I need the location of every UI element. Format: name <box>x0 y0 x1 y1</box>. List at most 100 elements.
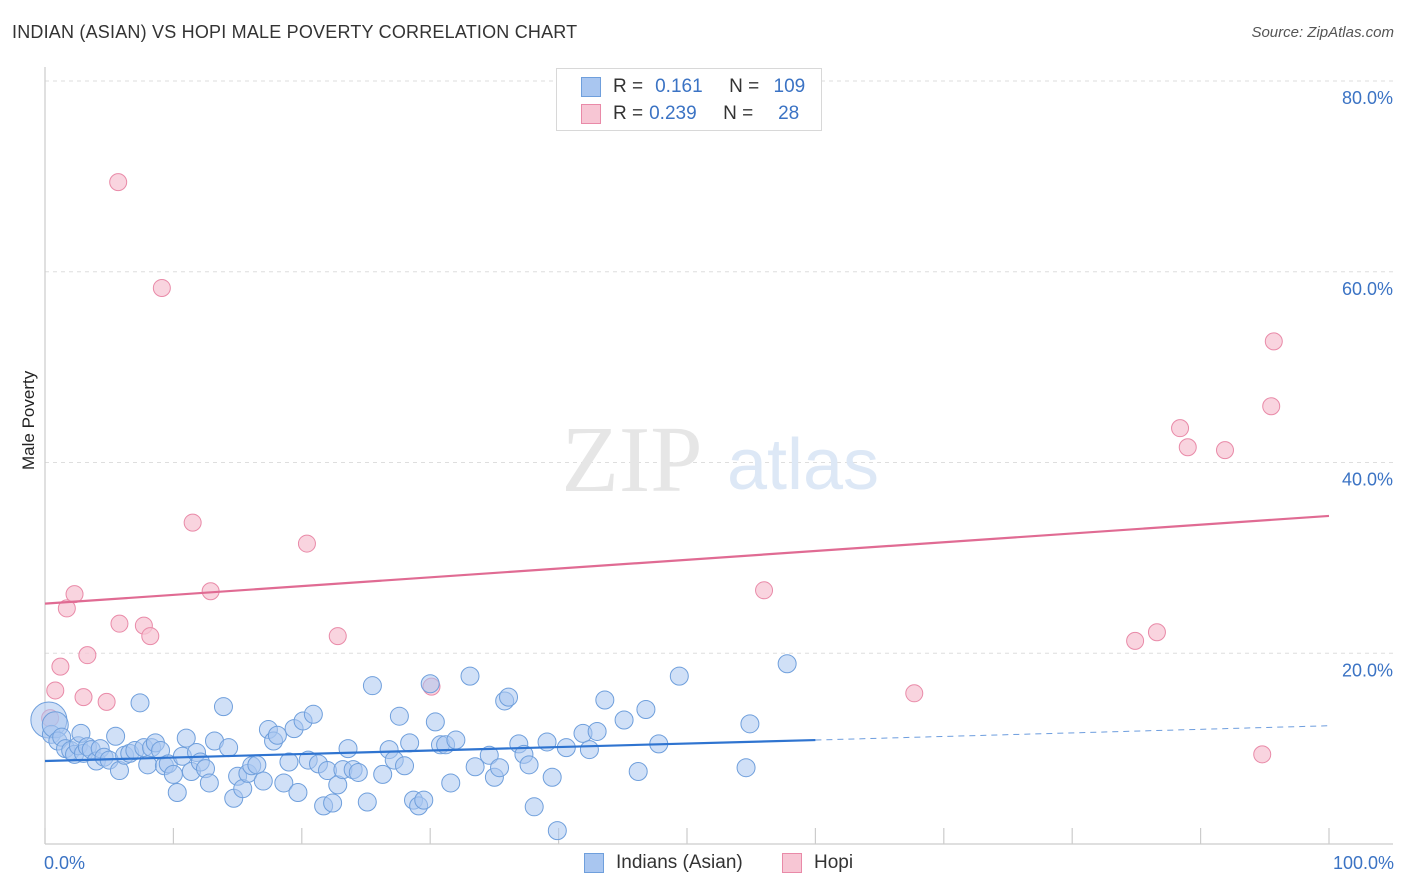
indians-asian-point <box>106 726 126 746</box>
indians-asian-point <box>524 797 544 817</box>
legend-row-hopi: R = 0.239 N = 28 <box>581 102 799 126</box>
legend-n-label: N = <box>729 76 760 97</box>
indians-asian-point <box>176 728 196 748</box>
hopi-point <box>97 692 116 711</box>
indians-asian-point <box>219 738 239 758</box>
hopi-point <box>1215 441 1234 460</box>
indians-asian-point <box>465 757 485 777</box>
indians-asian-point <box>446 730 466 750</box>
indians-asian-point <box>167 782 187 802</box>
indians-asian-point <box>542 767 562 787</box>
indians-asian-point <box>425 712 445 732</box>
y-tick-label: 40.0% <box>1342 470 1393 490</box>
y-tick-label: 60.0% <box>1342 279 1393 299</box>
indians-asian-point <box>579 740 599 760</box>
hopi-point <box>141 627 160 646</box>
hopi-point <box>74 688 93 707</box>
indians-asian-point <box>357 792 377 812</box>
indians-asian-trend-extension <box>815 725 1330 741</box>
legend-n-value: 109 <box>773 76 806 97</box>
indians-asian-point <box>547 821 567 841</box>
indians-asian-point <box>414 790 434 810</box>
indians-asian-point <box>736 758 756 778</box>
hopi-point <box>109 173 128 192</box>
legend-item-hopi: Hopi <box>782 852 853 874</box>
hopi-point <box>1147 623 1166 642</box>
watermark-zip: ZIP <box>562 408 703 512</box>
legend-swatch-indians <box>584 853 604 873</box>
x-tick-label-max: 100.0% <box>1332 853 1394 873</box>
indians-asian-point <box>253 771 273 791</box>
indians-asian-point <box>267 725 287 745</box>
hopi-point <box>78 646 97 665</box>
indians-asian-point <box>338 739 358 759</box>
hopi-point <box>110 614 129 633</box>
indians-asian-point <box>441 773 461 793</box>
hopi-point <box>1126 631 1145 650</box>
indians-asian-point <box>479 745 499 765</box>
indians-asian-point <box>490 758 510 778</box>
indians-asian-points <box>30 654 797 841</box>
legend-r-label: R = <box>613 76 644 97</box>
watermark-atlas: atlas <box>727 425 879 505</box>
hopi-point <box>57 599 76 618</box>
indians-asian-point <box>669 666 689 686</box>
y-tick-label: 80.0% <box>1342 88 1393 108</box>
indians-asian-point <box>636 700 656 720</box>
hopi-trend-line <box>44 514 1330 605</box>
hopi-point <box>46 681 65 700</box>
indians-asian-point <box>460 666 480 686</box>
indians-asian-point <box>163 764 183 784</box>
indians-asian-point <box>395 756 415 776</box>
hopi-point <box>152 278 171 297</box>
legend-item-indians: Indians (Asian) <box>584 852 743 874</box>
hopi-point <box>65 585 84 604</box>
y-tick-label: 20.0% <box>1342 660 1393 680</box>
indians-asian-point <box>303 704 323 724</box>
indians-asian-point <box>389 706 409 726</box>
hopi-point <box>755 581 774 600</box>
legend-r-value: 0.239 <box>649 103 697 124</box>
hopi-point <box>183 513 202 532</box>
indians-asian-point <box>595 690 615 710</box>
y-tick-labels: 20.0% 40.0% 60.0% 80.0% <box>1342 88 1393 680</box>
indians-asian-trend-line <box>44 738 816 763</box>
legend-n-value: 28 <box>778 103 800 124</box>
indians-asian-point <box>400 733 420 753</box>
chart-title: INDIAN (ASIAN) VS HOPI MALE POVERTY CORR… <box>12 22 578 42</box>
hopi-point <box>1262 397 1281 416</box>
legend-row-indians: R = 0.161 N = 109 <box>581 75 805 99</box>
legend-label-hopi: Hopi <box>814 852 854 873</box>
watermark: ZIP atlas <box>562 408 880 512</box>
legend-label-indians: Indians (Asian) <box>616 852 743 873</box>
gridlines <box>45 80 1393 654</box>
legend-swatch-hopi <box>782 853 802 873</box>
hopi-point <box>1171 419 1190 438</box>
hopi-point <box>905 684 924 703</box>
indians-asian-point <box>247 755 267 775</box>
indians-asian-point <box>519 755 539 775</box>
indians-asian-point <box>348 762 368 782</box>
indians-asian-point <box>420 674 440 694</box>
indians-asian-point <box>362 676 382 696</box>
indians-asian-point <box>213 697 233 717</box>
indians-asian-point <box>740 714 760 734</box>
hopi-point <box>51 657 70 676</box>
indians-asian-point <box>323 793 343 813</box>
legend-n-label: N = <box>723 103 754 124</box>
indians-asian-point <box>199 773 219 793</box>
indians-asian-point <box>279 752 299 772</box>
indians-asian-point <box>777 654 797 674</box>
hopi-point <box>1253 745 1272 764</box>
indians-asian-point <box>274 773 294 793</box>
series-legend: Indians (Asian) Hopi <box>0 852 1406 876</box>
x-tick-label-min: 0.0% <box>44 853 86 873</box>
legend-r-value: 0.161 <box>655 76 703 97</box>
correlation-legend: R = 0.161 N = 109 R = 0.239 N = 28 <box>556 68 822 131</box>
indians-asian-point <box>614 710 634 730</box>
source-credit: Source: ZipAtlas.com <box>1251 24 1394 41</box>
trend-lines <box>44 514 1330 763</box>
hopi-point <box>297 534 316 553</box>
hopi-point <box>1178 438 1197 457</box>
